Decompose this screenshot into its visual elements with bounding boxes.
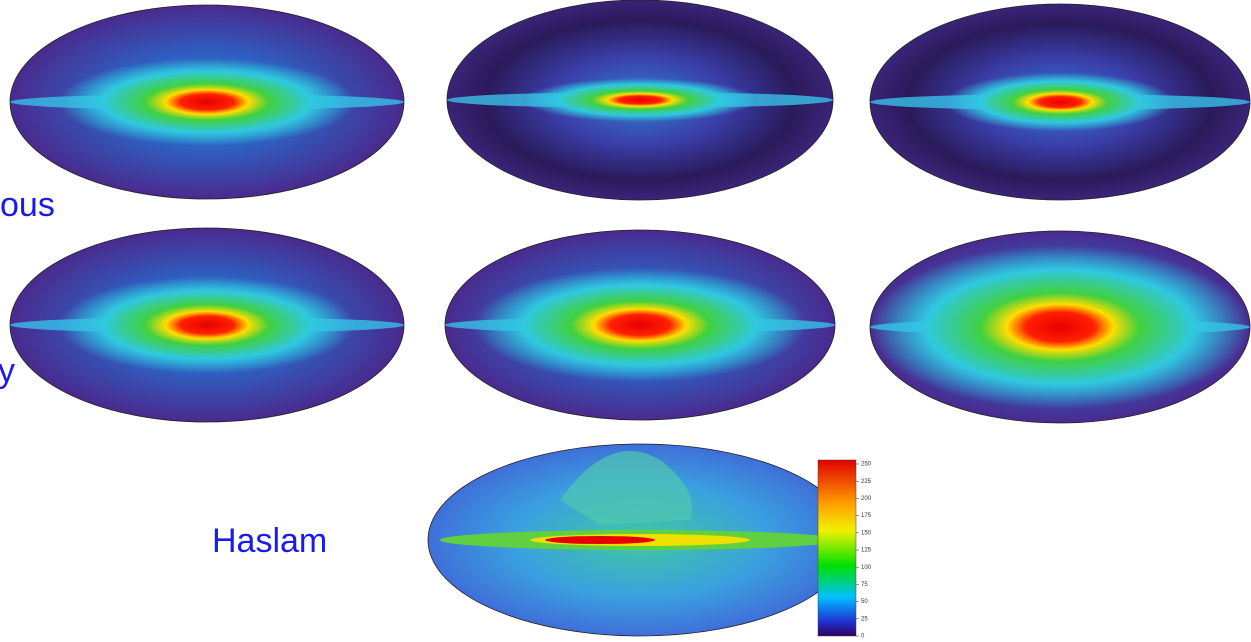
colorbar-tick-label: 75: [861, 582, 868, 588]
colorbar-tick-label: 25: [861, 616, 868, 622]
row-label: y: [0, 352, 15, 390]
sky-map: [446, 0, 834, 201]
colorbar-tick-label: 100: [861, 565, 872, 571]
sky-map: [869, 230, 1251, 424]
galactic-center: [545, 536, 655, 544]
sky-map: [869, 3, 1251, 201]
galactic-bulge: [59, 276, 355, 374]
colorbar-tick-label: 150: [861, 530, 872, 536]
colorbar-tick-label: 175: [861, 513, 872, 519]
galactic-bulge: [474, 268, 806, 382]
galactic-bulge: [946, 72, 1174, 132]
colorbar-tick-label: 0: [861, 634, 865, 640]
galactic-bulge: [59, 58, 355, 146]
colorbar-tick-label: 125: [861, 548, 872, 554]
sky-map: [444, 229, 836, 421]
haslam-label: Haslam: [212, 522, 327, 560]
colorbar: [817, 459, 857, 637]
sky-maps: [9, 0, 1251, 637]
row-label: ous: [0, 186, 55, 224]
galactic-bulge: [524, 78, 756, 122]
haslam-map: [427, 443, 853, 637]
colorbar-tick-label: 200: [861, 496, 872, 502]
colorbar-tick-label: 250: [861, 462, 872, 468]
colorbar-tick-label: 225: [861, 479, 872, 485]
sky-map: [9, 4, 405, 200]
galactic-bulge: [870, 245, 1250, 409]
north-spur: [560, 451, 692, 525]
colorbar-tick-label: 50: [861, 599, 868, 605]
sky-map: [9, 227, 405, 423]
